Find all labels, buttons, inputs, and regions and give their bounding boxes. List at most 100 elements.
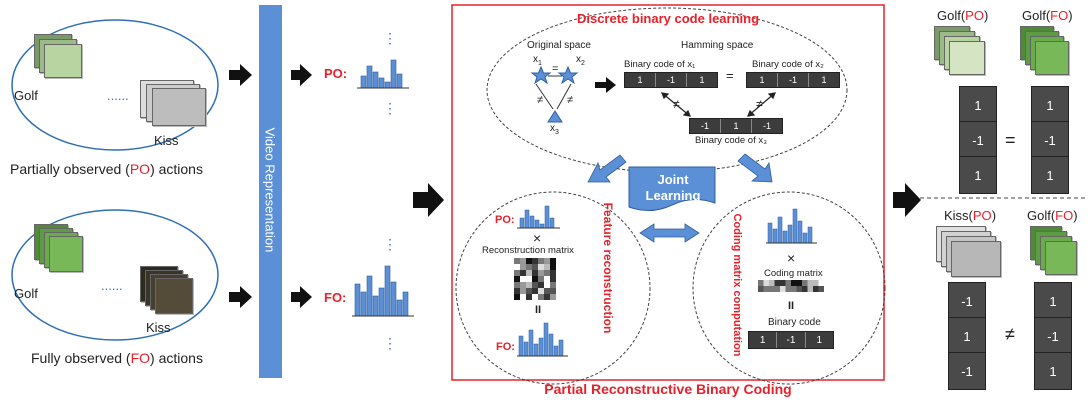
right-bottom-fo-bit: 1 (1034, 282, 1072, 320)
fo-histogram (352, 265, 414, 317)
x2-label: x2 (576, 54, 585, 67)
fo-kiss-label: Kiss (146, 320, 171, 335)
po-histogram (357, 59, 409, 89)
right-bottom-po-bit: -1 (948, 352, 986, 390)
prbc-box (451, 4, 885, 381)
x1-star-icon (530, 65, 552, 85)
arrow-video-to-fo (291, 286, 312, 308)
coding-binary-code-row: 1 -1 1 (748, 331, 834, 349)
reconstruction-matrix (514, 258, 556, 300)
hamming-eq: = (726, 68, 734, 83)
right-top-fo-frames (1020, 26, 1084, 78)
joint-line-1: Joint (657, 172, 689, 187)
coding-ellipse (692, 191, 886, 385)
arrow-space-to-hamming (595, 77, 616, 93)
po-caption-tag: PO (129, 161, 151, 177)
code-x1-label: Binary code of x₁ (624, 59, 696, 70)
feature-po-label: PO: (495, 214, 515, 226)
binary-code-label: Binary code (768, 317, 821, 328)
fo-caption-post: ) actions (150, 350, 203, 366)
joint-learning-banner (628, 166, 716, 211)
right-bottom-po-bit: 1 (948, 317, 986, 355)
x3-triangle-icon (547, 110, 563, 123)
code-x2-label: Binary code of x₂ (752, 59, 824, 70)
po-caption: Partially observed (PO) actions (10, 161, 203, 177)
orig-eq: = (552, 63, 559, 75)
po-caption-post: ) actions (150, 161, 203, 177)
x3-label: x3 (550, 123, 559, 136)
joint-arrow-bottom (639, 223, 700, 243)
video-representation-label: Video Representation (262, 127, 278, 253)
fo-ellipsis: ...... (101, 278, 123, 293)
coding-bit: 1 (805, 332, 833, 348)
arrow-video-to-po (291, 64, 312, 86)
prbc-title: Partial Reconstructive Binary Coding (544, 381, 792, 397)
right-bottom-fo-bit: 1 (1034, 352, 1072, 390)
fo-kiss-frames (140, 266, 212, 316)
coding-histogram (766, 208, 817, 244)
feature-fo-histogram (517, 322, 568, 357)
po-kiss-frames (140, 80, 220, 130)
right-top-fo-bit: -1 (1031, 121, 1069, 159)
coding-side-label: Coding matrix computation (731, 213, 743, 357)
arrow-po-to-video (229, 64, 252, 86)
x2-star-icon (557, 65, 579, 85)
joint-arrow-right (737, 153, 773, 183)
video-representation-panel (259, 5, 282, 378)
feature-equals: II (535, 304, 542, 316)
code-x1-bit: -1 (656, 73, 687, 87)
right-top-po-bit: 1 (959, 86, 997, 124)
code-x3-bit: -1 (690, 119, 721, 133)
hamming-space-label: Hamming space (681, 40, 754, 51)
coding-bit: -1 (777, 332, 806, 348)
reconstruction-matrix-label: Reconstruction matrix (482, 245, 574, 256)
vdots-1: ⋮ (383, 30, 398, 46)
po-hist-label: PO: (324, 66, 348, 81)
code-x2-bit: 1 (809, 73, 839, 87)
feature-fo-label: FO: (496, 341, 515, 353)
code-x1-bit: 1 (687, 73, 717, 87)
fo-golf-frames (34, 224, 90, 274)
coding-matrix (758, 280, 824, 292)
code-x3-label: Binary code of x₃ (695, 135, 767, 146)
po-kiss-label: Kiss (154, 133, 179, 148)
fo-caption: Fully observed (FO) actions (31, 350, 203, 366)
feature-times: × (533, 230, 542, 246)
code-x2-bit: 1 (747, 73, 778, 87)
joint-learning-label: Joint Learning (646, 172, 701, 204)
right-top-po-bit: 1 (959, 156, 997, 194)
vdots-3: ⋮ (383, 236, 398, 252)
po-actions-ellipse (11, 19, 219, 151)
x1-label: x1 (533, 54, 542, 67)
fo-golf-label: Golf (14, 286, 38, 301)
orig-neq-left: ≠ (537, 94, 544, 106)
coding-equals: II (788, 300, 795, 312)
right-bottom-fo-bit: -1 (1034, 317, 1072, 355)
po-golf-label: Golf (14, 88, 38, 103)
fo-caption-pre: Fully observed ( (31, 350, 131, 366)
po-ellipsis: ...... (107, 88, 129, 103)
right-top-right-head: Golf(FO) (1022, 8, 1073, 23)
code-x3-bit: -1 (752, 119, 782, 133)
right-bottom-relation: ≠ (1005, 324, 1015, 344)
right-top-relation: = (1005, 130, 1016, 150)
code-x2-row: 1 -1 1 (746, 72, 840, 88)
code-x1-row: 1 -1 1 (624, 72, 718, 88)
discrete-title: Discrete binary code learning (576, 11, 760, 26)
hamming-neq-right: ≠ (756, 97, 763, 111)
joint-line-2: Learning (645, 188, 701, 203)
right-top-po-frames (934, 26, 998, 78)
orig-neq-right: ≠ (567, 94, 574, 106)
right-bottom-po-frames (936, 226, 1008, 280)
right-bottom-right-head: Golf(FO) (1027, 208, 1078, 223)
fo-hist-label: FO: (324, 290, 347, 305)
code-x2-bit: -1 (778, 73, 809, 87)
coding-bit: 1 (749, 332, 778, 348)
right-top-left-head: Golf(PO) (937, 8, 989, 23)
fo-actions-ellipse (11, 209, 219, 341)
arrow-fo-to-video (229, 286, 252, 308)
right-bottom-left-head: Kiss(PO) (944, 208, 997, 223)
vdots-4: ⋮ (383, 335, 398, 351)
code-x3-row: -1 1 -1 (689, 118, 783, 134)
